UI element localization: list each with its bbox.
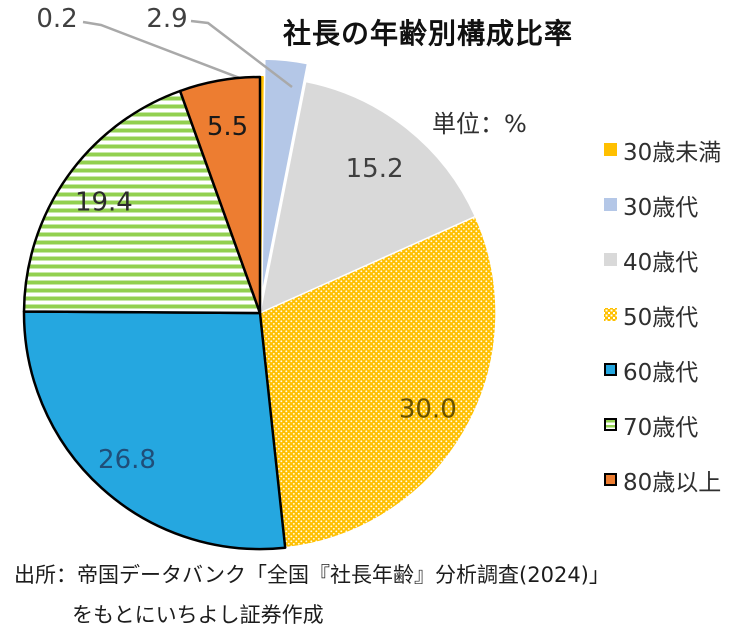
pie-slice-60s (22, 310, 287, 551)
leader-line-under30 (82, 20, 259, 87)
source-note-line2: をもとにいちよし証券作成 (72, 602, 324, 627)
legend-label-70s: 70歳代 (623, 414, 699, 441)
legend: 30歳未満 30歳代 40歳代 50歳代 60歳代 70歳代 80歳以上 (604, 122, 750, 507)
legend-label-60s: 60歳代 (623, 359, 699, 386)
pie-slice-50s (259, 215, 497, 549)
unit-label: 単位：% (432, 110, 527, 138)
legend-swatch-under30 (604, 143, 617, 156)
legend-swatch-70s (604, 418, 617, 431)
legend-item-70s: 70歳代 (604, 397, 750, 452)
slice-label-80plus: 5.5 (207, 112, 248, 142)
slice-label-30s: 2.9 (146, 4, 187, 34)
legend-item-60s: 60歳代 (604, 342, 750, 397)
slice-label-50s: 30.0 (399, 394, 457, 424)
slice-label-60s: 26.8 (98, 445, 156, 475)
pie-slice-80plus (178, 75, 262, 315)
pie-slice-70s (22, 89, 262, 315)
legend-item-under30: 30歳未満 (604, 122, 750, 177)
legend-swatch-80plus (604, 473, 617, 486)
legend-label-40s: 40歳代 (623, 249, 699, 276)
leader-line-30s (190, 19, 293, 88)
legend-label-30s: 30歳代 (623, 194, 699, 221)
legend-label-under30: 30歳未満 (623, 139, 722, 166)
legend-swatch-60s (604, 363, 617, 376)
legend-item-80plus: 80歳以上 (604, 452, 750, 507)
pie-slice-40s (259, 80, 477, 314)
legend-swatch-30s (604, 198, 617, 211)
legend-item-50s: 50歳代 (604, 287, 750, 342)
slice-label-40s: 15.2 (346, 154, 404, 184)
legend-swatch-50s (604, 308, 617, 321)
source-note: 出所：帝国データバンク「全国『社長年齢』分析調査(2024)」 をもとにいちよし… (14, 556, 610, 632)
source-note-line1: 出所：帝国データバンク「全国『社長年齢』分析調査(2024)」 (14, 563, 610, 587)
legend-item-40s: 40歳代 (604, 232, 750, 287)
chart-title: 社長の年齢別構成比率 (283, 17, 574, 50)
slice-label-70s: 19.4 (75, 188, 133, 218)
legend-item-30s: 30歳代 (604, 177, 750, 232)
pie-slice-30s (261, 58, 309, 296)
legend-swatch-40s (604, 253, 617, 266)
legend-label-50s: 50歳代 (623, 304, 699, 331)
slice-label-under30: 0.2 (36, 4, 77, 34)
legend-label-80plus: 80歳以上 (623, 469, 722, 496)
